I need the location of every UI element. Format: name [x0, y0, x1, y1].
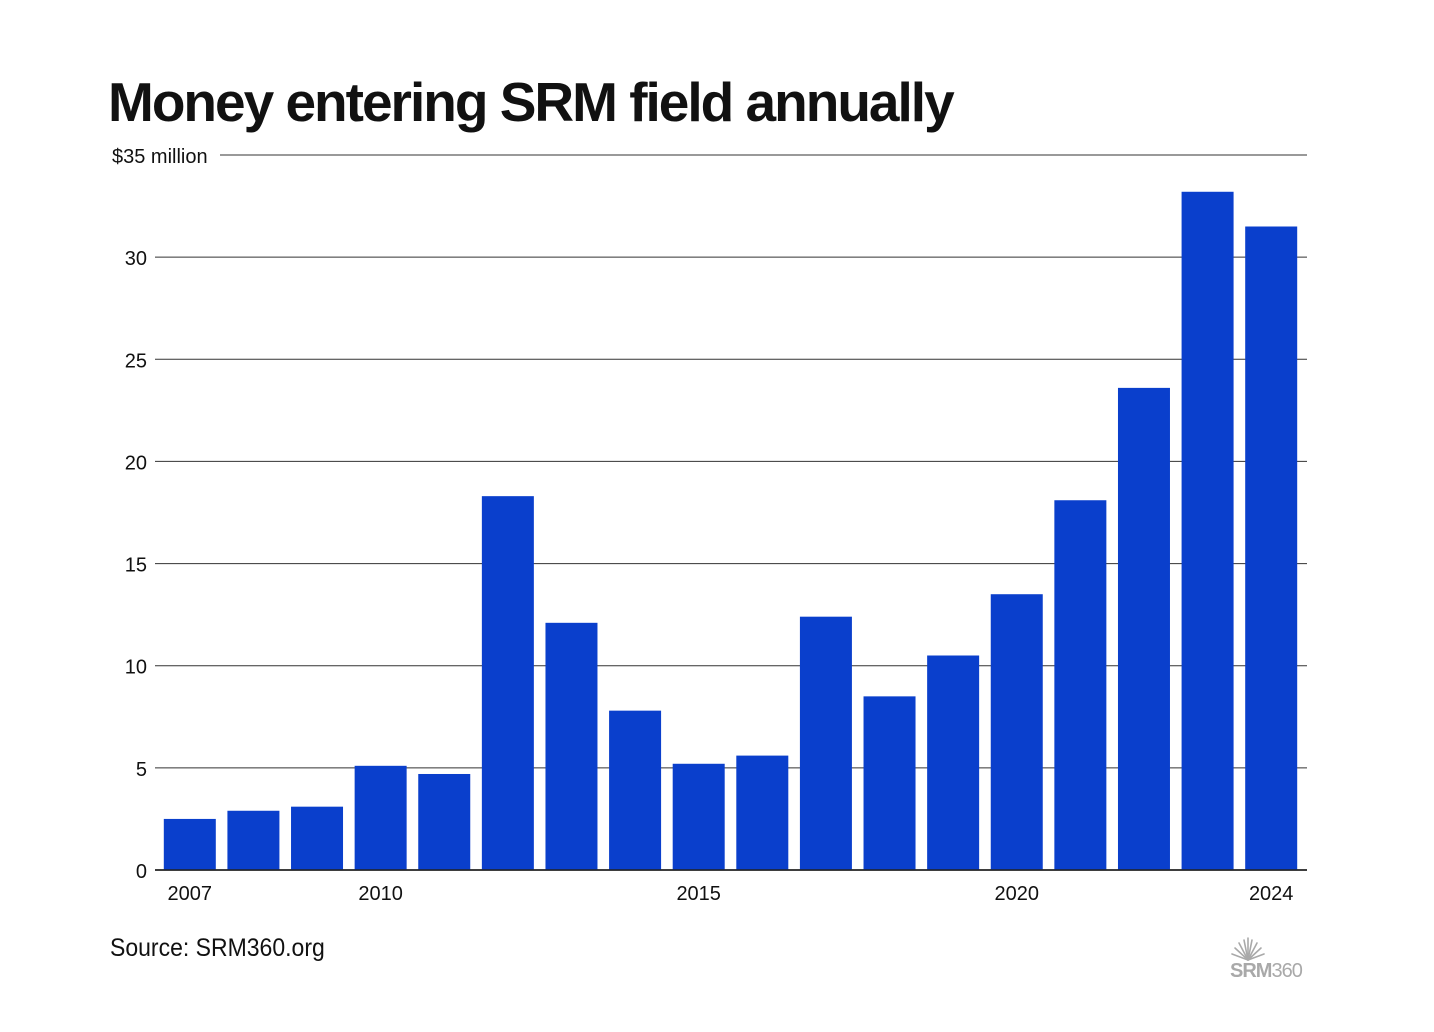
bar-2019 [927, 655, 980, 870]
x-tick-label-2020: 2020 [995, 883, 1040, 905]
x-tick-label-2024: 2024 [1249, 883, 1294, 905]
bar-2011 [418, 773, 471, 870]
bar-2018 [863, 696, 916, 870]
bar-2024 [1245, 226, 1298, 870]
y-tick-label-35: $35 million [112, 146, 208, 168]
bar-2022 [1117, 387, 1170, 870]
bars [155, 191, 1307, 871]
bar-2016 [736, 755, 789, 870]
chart-title: Money entering SRM field annually [108, 71, 955, 133]
bar-2009 [291, 806, 344, 870]
y-tick-label-30: 30 [125, 248, 147, 270]
x-tick-label-2010: 2010 [358, 883, 403, 905]
x-tick-label-2015: 2015 [676, 883, 721, 905]
bar-2020 [990, 594, 1043, 870]
bar-2015 [672, 763, 725, 870]
y-tick-label-20: 20 [125, 452, 147, 474]
bar-2023 [1181, 191, 1234, 870]
srm360-logo: SRM360 [1226, 936, 1312, 988]
logo-text-bold: SRM [1230, 960, 1272, 982]
bar-2013 [545, 622, 598, 870]
bar-2008 [227, 810, 280, 870]
logo-text-light: 360 [1271, 960, 1302, 982]
x-axis-tick-labels: 2007 2010 2015 2020 2024 [168, 883, 1294, 905]
bar-2014 [609, 710, 662, 870]
bar-2010 [354, 765, 407, 870]
bar-2021 [1054, 500, 1107, 870]
bar-2007 [163, 818, 216, 870]
x-tick-label-2007: 2007 [168, 883, 213, 905]
y-axis-tick-labels: 0 5 10 15 20 25 30 $35 million [112, 146, 208, 883]
y-tick-label-15: 15 [125, 555, 147, 577]
y-tick-label-5: 5 [136, 759, 147, 781]
y-tick-label-25: 25 [125, 350, 147, 372]
y-tick-label-0: 0 [136, 861, 147, 883]
source-note: Source: SRM360.org [110, 934, 325, 962]
bar-2012 [481, 496, 534, 870]
y-tick-label-10: 10 [125, 657, 147, 679]
bar-2017 [799, 616, 852, 870]
sunburst-icon [1231, 937, 1265, 961]
